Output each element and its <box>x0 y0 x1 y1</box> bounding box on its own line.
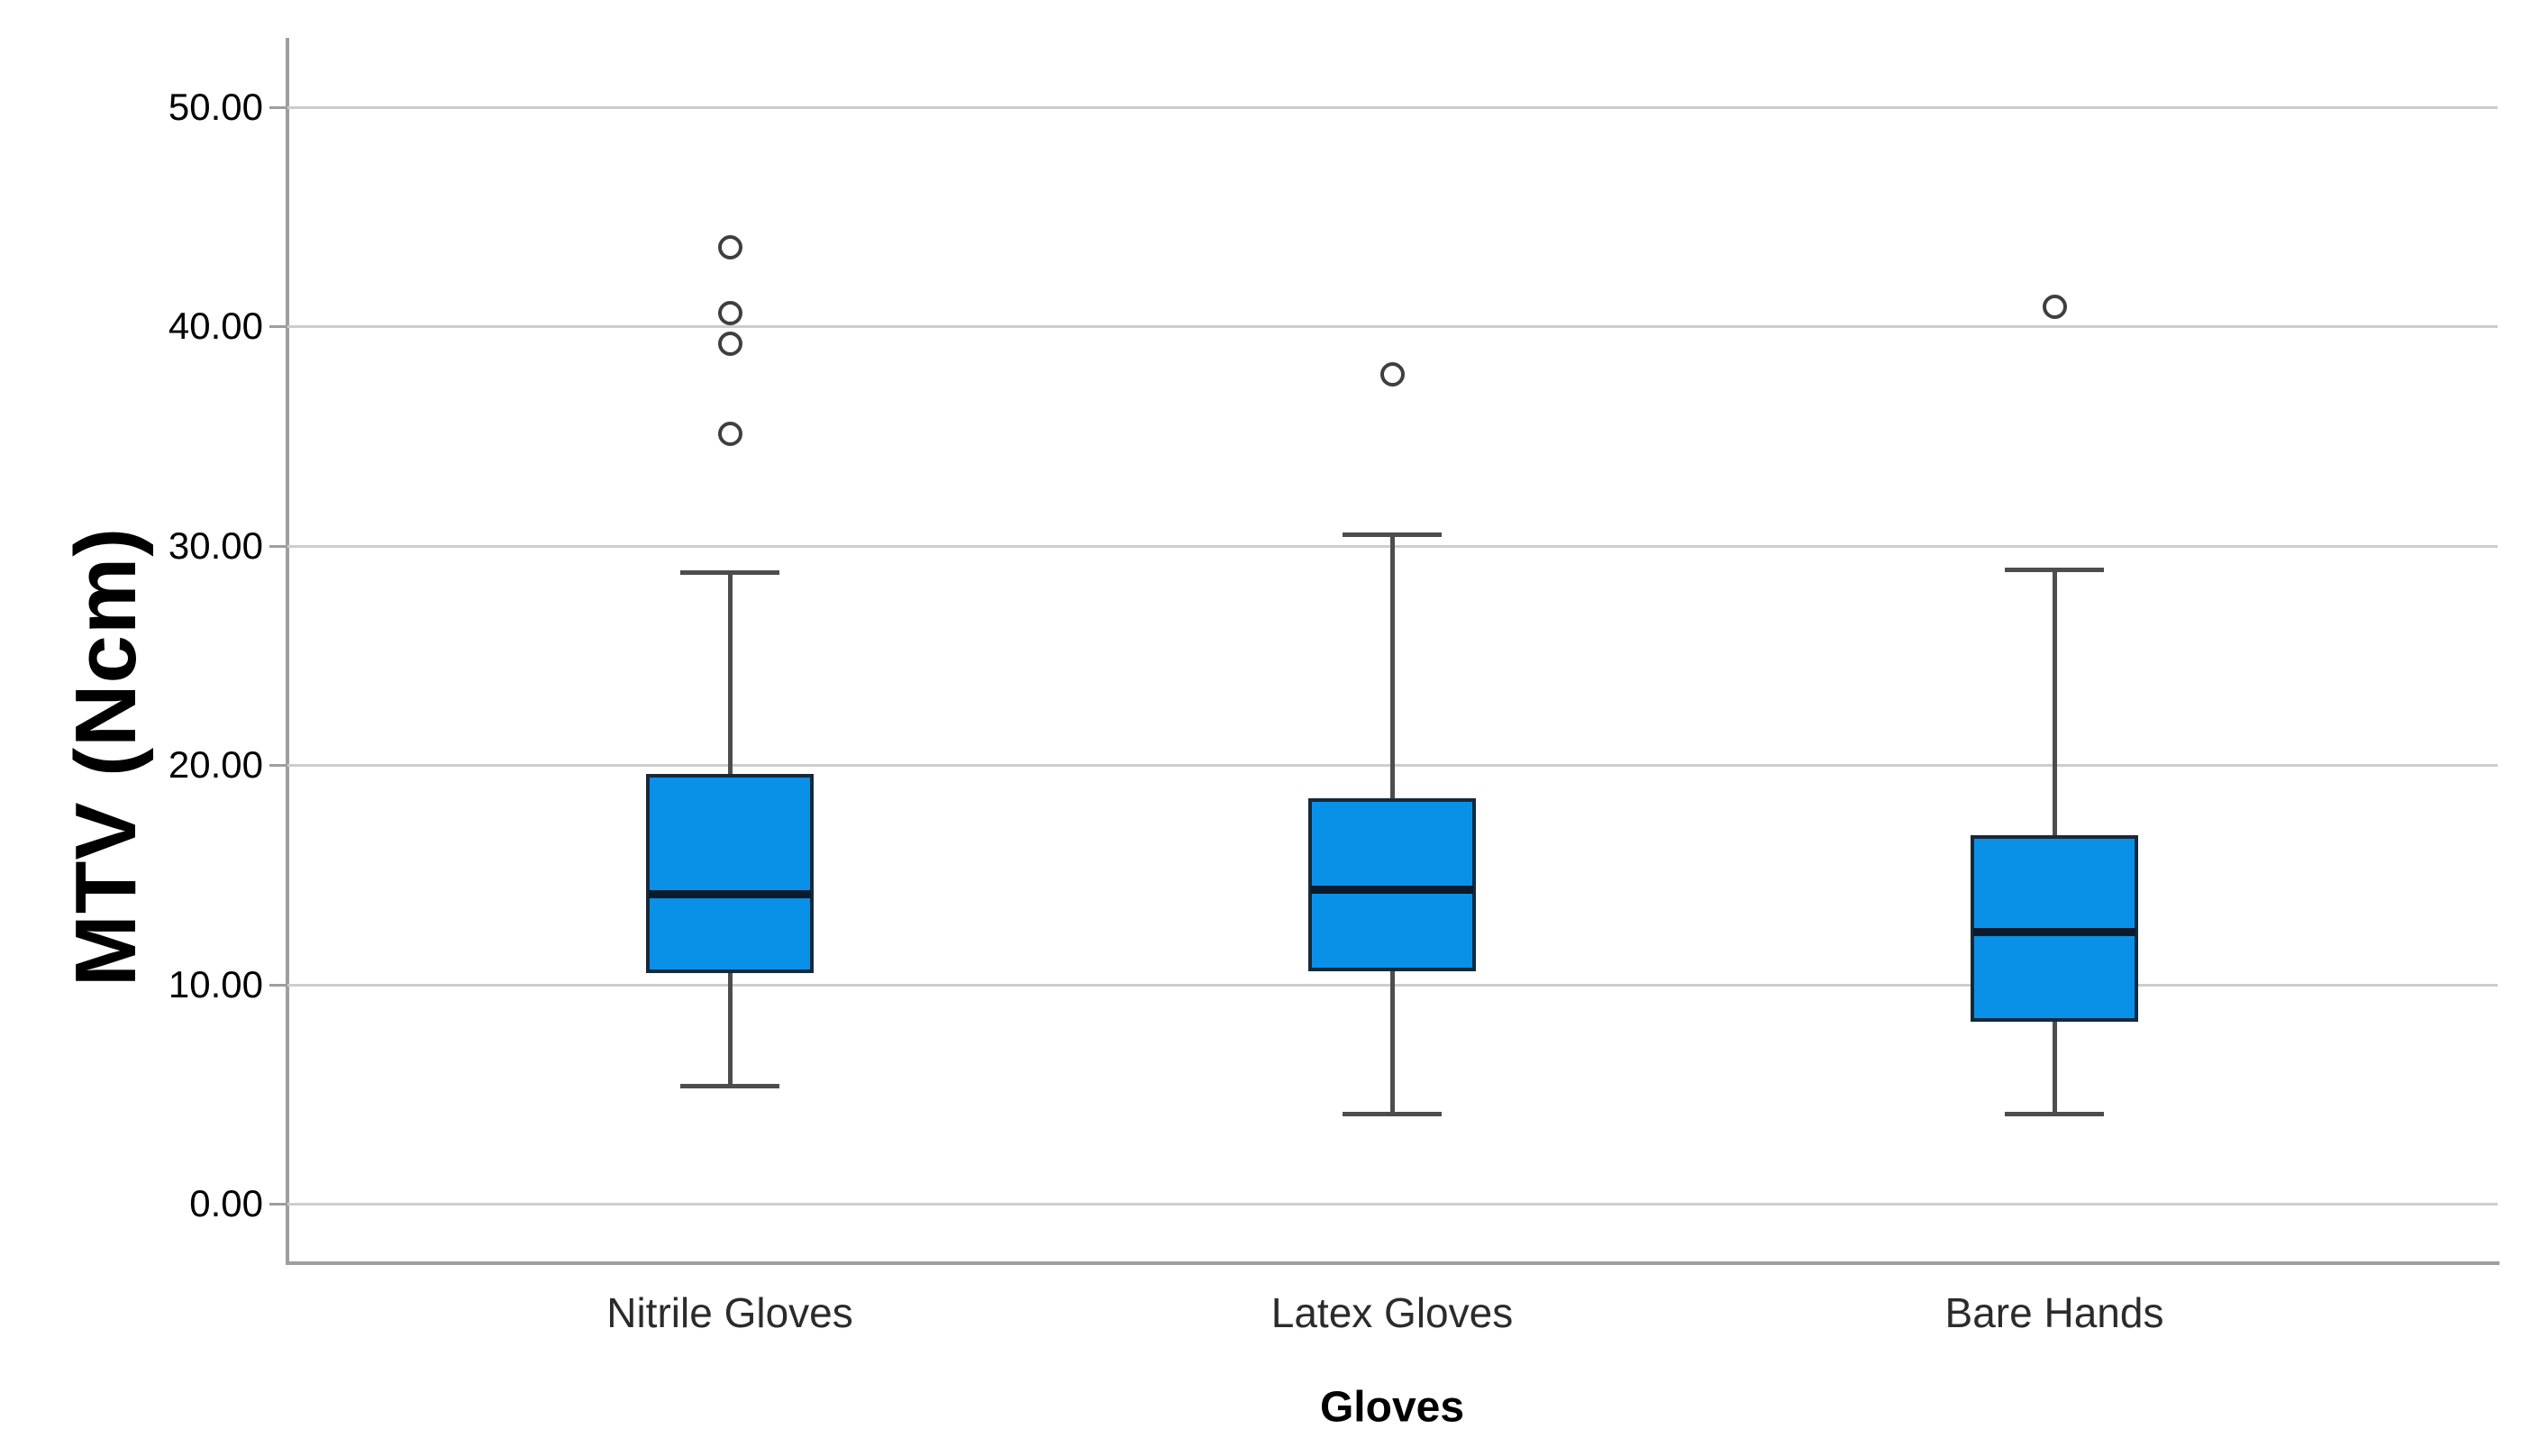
y-tick-mark-20 <box>269 764 286 767</box>
y-tick-mark-40 <box>269 325 286 328</box>
outlier-point <box>717 331 742 356</box>
whisker-cap-lower <box>680 1083 779 1088</box>
y-tick-label: 20.00 <box>168 743 263 786</box>
y-tick-label: 0.00 <box>189 1182 263 1224</box>
whisker-cap-lower <box>2005 1112 2104 1117</box>
y-axis-line <box>286 38 289 1263</box>
median-line <box>1973 927 2135 936</box>
whisker-cap-upper <box>1343 532 1442 538</box>
y-tick-label: 40.00 <box>168 305 263 347</box>
y-tick-label: 30.00 <box>168 523 263 567</box>
y-tick-label: 10.00 <box>168 962 263 1006</box>
x-category-label-nitrile-gloves: Nitrile Gloves <box>606 1289 853 1336</box>
y-tick-mark-30 <box>269 544 286 548</box>
whisker-cap-upper <box>680 569 779 575</box>
gridline-0 <box>287 1203 2498 1206</box>
x-axis-line <box>286 1261 2499 1265</box>
whisker-cap-lower <box>1343 1112 1442 1117</box>
iqr-box <box>646 773 814 974</box>
gridline-50 <box>287 105 2498 109</box>
outlier-point <box>717 421 742 446</box>
y-tick-mark-0 <box>269 1203 286 1206</box>
median-line <box>649 890 811 899</box>
outlier-point <box>717 234 742 259</box>
outlier-point <box>717 300 742 325</box>
x-axis-title: Gloves <box>1319 1383 1465 1432</box>
outlier-point <box>1379 362 1405 387</box>
y-tick-mark-50 <box>269 105 286 109</box>
y-tick-mark-10 <box>269 983 286 987</box>
x-category-label-latex-gloves: Latex Gloves <box>1270 1289 1514 1336</box>
y-tick-label: 50.00 <box>168 85 263 128</box>
outlier-point <box>2042 294 2067 319</box>
x-category-label-bare-hands: Bare Hands <box>1944 1289 2164 1336</box>
whisker-cap-upper <box>2005 568 2104 573</box>
median-line <box>1311 886 1473 895</box>
gridline-40 <box>287 325 2498 328</box>
iqr-box <box>1308 797 1476 971</box>
